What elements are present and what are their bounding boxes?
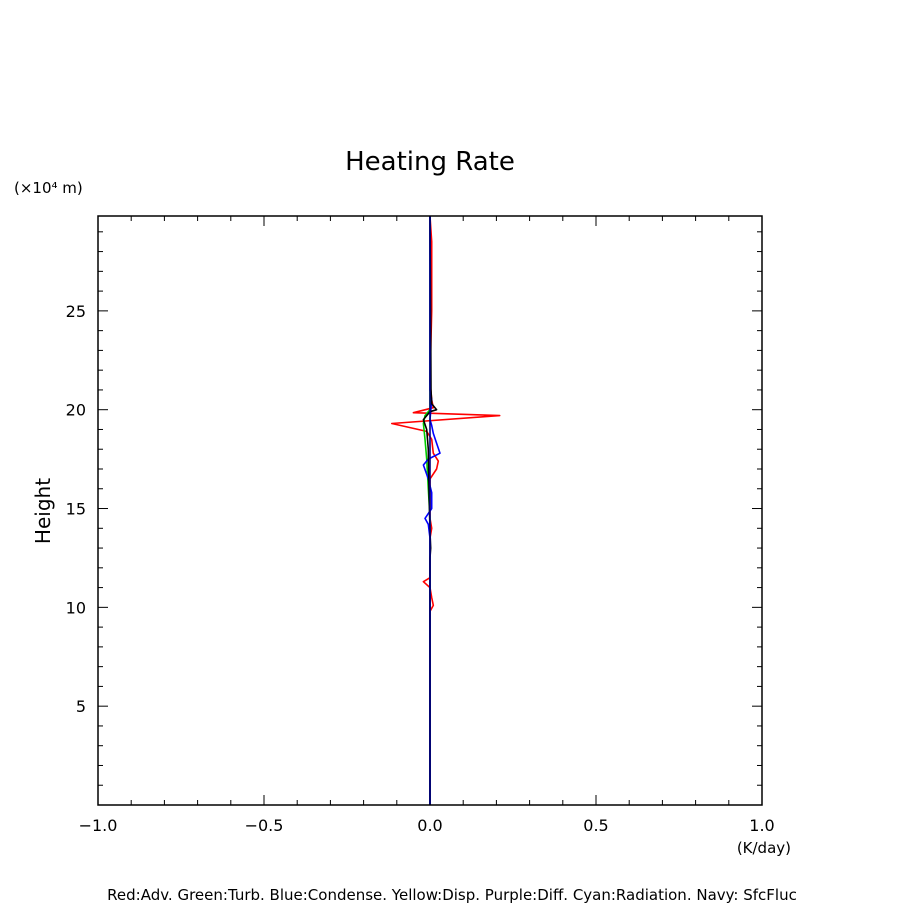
y-axis-label: Height bbox=[31, 478, 55, 544]
y-tick-label: 20 bbox=[66, 401, 86, 420]
y-tick-label: 15 bbox=[66, 500, 86, 519]
chart-title: Heating Rate bbox=[345, 147, 515, 177]
series-line-0 bbox=[390, 215, 501, 805]
series-lines bbox=[390, 215, 501, 805]
y-axis-unit: (×10⁴ m) bbox=[14, 179, 83, 197]
x-tick-label: −1.0 bbox=[79, 816, 118, 835]
x-axis-unit: (K/day) bbox=[737, 839, 791, 857]
x-tick-label: −0.5 bbox=[245, 816, 284, 835]
tick-labels: −1.0 −0.5 0.0 0.5 1.0 5 10 15 20 25 bbox=[66, 302, 775, 835]
x-tick-label: 0.5 bbox=[583, 816, 608, 835]
x-tick-label: 0.0 bbox=[417, 816, 442, 835]
y-tick-label: 10 bbox=[66, 598, 86, 617]
legend-text: Red:Adv. Green:Turb. Blue:Condense. Yell… bbox=[107, 886, 797, 904]
x-tick-label: 1.0 bbox=[749, 816, 774, 835]
y-tick-label: 25 bbox=[66, 302, 86, 321]
y-tick-label: 5 bbox=[76, 697, 86, 716]
plot-frame bbox=[97, 215, 763, 806]
axis-ticks bbox=[97, 216, 763, 805]
